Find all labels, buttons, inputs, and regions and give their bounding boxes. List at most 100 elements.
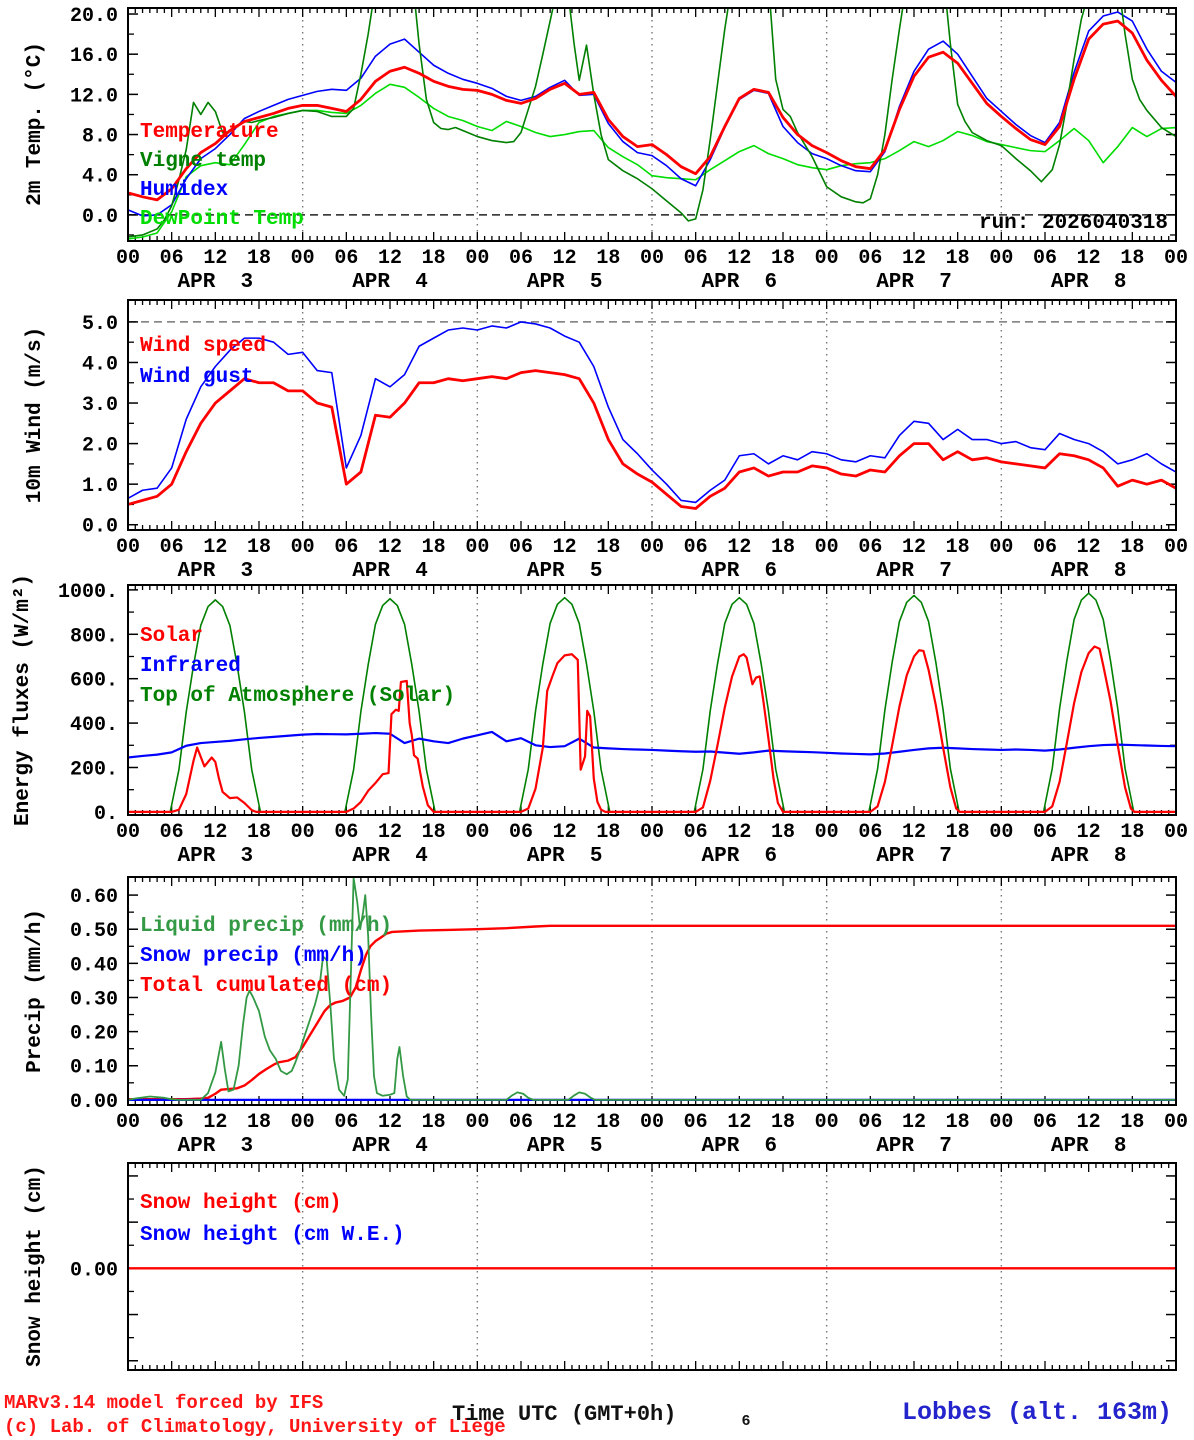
y-tick-label: 20.0 xyxy=(70,5,118,28)
date-day-number: 6 xyxy=(741,1413,751,1430)
hour-label: 00 xyxy=(465,536,489,559)
hour-label: 12 xyxy=(902,1111,926,1134)
panel-frame xyxy=(127,1162,1177,1371)
panel-snow: 0.00 Snow height (cm) Snow height (cm W.E.… xyxy=(24,1162,1177,1371)
hour-label: 18 xyxy=(771,1111,795,1134)
series-vigne-temp-line xyxy=(128,8,1176,238)
y-axis-label: Snow height (cm) xyxy=(24,1165,47,1367)
panel-frame xyxy=(127,584,1177,816)
hour-label: 12 xyxy=(1077,247,1101,270)
hour-label: 18 xyxy=(946,536,970,559)
series-humidex-line xyxy=(128,11,1176,217)
hour-label: 12 xyxy=(553,536,577,559)
y-tick-label: 200. xyxy=(70,758,118,781)
hour-label: 12 xyxy=(203,247,227,270)
y-tick-label: 0.50 xyxy=(70,920,118,943)
hour-label: 00 xyxy=(640,1111,664,1134)
y-tick-label: 0.10 xyxy=(70,1057,118,1080)
y-tick-label: 1.0 xyxy=(82,475,118,498)
hour-label: 00 xyxy=(989,536,1013,559)
hour-label: 12 xyxy=(727,536,751,559)
hour-label: 18 xyxy=(247,1111,271,1134)
hour-label: 18 xyxy=(1120,247,1144,270)
hour-label: 00 xyxy=(1164,536,1188,559)
hour-label: 06 xyxy=(509,247,533,270)
hour-label: 00 xyxy=(815,1111,839,1134)
y-tick-label: 8.0 xyxy=(82,126,118,149)
hour-label: 12 xyxy=(378,536,402,559)
y-tick-label: 0.60 xyxy=(70,886,118,909)
day-label: APR 8 xyxy=(1051,1135,1127,1158)
day-label: APR 6 xyxy=(702,560,778,583)
date-caption: 6 APR xyxy=(716,1378,776,1440)
model-credit-line1: MARv3.14 model forced by IFS xyxy=(4,1392,324,1414)
hour-label: 12 xyxy=(378,1111,402,1134)
y-tick-label: 0.30 xyxy=(70,988,118,1011)
day-label: APR 6 xyxy=(702,845,778,868)
hour-label: 06 xyxy=(684,1111,708,1134)
hour-label: 06 xyxy=(1033,1111,1057,1134)
hour-label: 12 xyxy=(1077,1111,1101,1134)
hour-label: 06 xyxy=(334,247,358,270)
hour-label: 12 xyxy=(902,536,926,559)
hour-label: 18 xyxy=(596,821,620,844)
station-label: Lobbes (alt. 163m) xyxy=(902,1398,1173,1427)
run-label: run: 2026040318 xyxy=(979,212,1168,235)
y-tick-label: 1000. xyxy=(58,581,118,604)
panel-frame xyxy=(127,299,1177,531)
hour-label: 00 xyxy=(465,821,489,844)
hour-label: 12 xyxy=(727,247,751,270)
legend-liquid-precip-mm-h: Liquid precip (mm/h) xyxy=(140,915,392,938)
hour-label: 06 xyxy=(1033,821,1057,844)
hour-label: 18 xyxy=(1120,536,1144,559)
legend-top-of-atmosphere-solar: Top of Atmosphere (Solar) xyxy=(140,685,455,708)
hour-label: 12 xyxy=(1077,821,1101,844)
hour-label: 18 xyxy=(422,821,446,844)
hour-label: 18 xyxy=(946,821,970,844)
y-tick-label: 600. xyxy=(70,670,118,693)
hour-label: 18 xyxy=(771,247,795,270)
hour-label: 12 xyxy=(378,821,402,844)
series-wind-gust-line xyxy=(128,321,1176,504)
day-label: APR 4 xyxy=(352,271,428,294)
hour-label: 06 xyxy=(858,247,882,270)
legend-snow-precip-mm-h: Snow precip (mm/h) xyxy=(140,945,367,968)
y-tick-label: 800. xyxy=(70,625,118,648)
hour-label: 18 xyxy=(596,247,620,270)
hour-label: 06 xyxy=(509,536,533,559)
day-label: APR 5 xyxy=(527,560,603,583)
day-label: APR 5 xyxy=(527,845,603,868)
hour-label: 00 xyxy=(116,821,140,844)
y-tick-label: 0.20 xyxy=(70,1023,118,1046)
day-label: APR 3 xyxy=(178,271,254,294)
hour-label: 12 xyxy=(902,247,926,270)
day-label: APR 3 xyxy=(178,845,254,868)
y-tick-label: 4.0 xyxy=(82,353,118,376)
hour-label: 06 xyxy=(684,247,708,270)
day-label: APR 3 xyxy=(178,1135,254,1158)
day-label: APR 4 xyxy=(352,1135,428,1158)
panel-frame xyxy=(127,7,1177,242)
hour-label: 12 xyxy=(1077,536,1101,559)
legend-infrared: Infrared xyxy=(140,655,241,678)
y-tick-label: 0.0 xyxy=(82,206,118,229)
legend-total-cumulated-cm: Total cumulated (cm) xyxy=(140,975,392,998)
hour-label: 18 xyxy=(771,821,795,844)
day-label: APR 6 xyxy=(702,271,778,294)
hour-label: 00 xyxy=(815,821,839,844)
legend-wind-speed: Wind speed xyxy=(140,335,266,358)
hour-label: 12 xyxy=(553,1111,577,1134)
hour-label: 18 xyxy=(247,247,271,270)
series-wind-speed-line xyxy=(128,369,1176,510)
legend-snow-height-cm: Snow height (cm) xyxy=(140,1192,342,1215)
day-label: APR 5 xyxy=(527,1135,603,1158)
day-label: APR 7 xyxy=(876,845,952,868)
y-tick-label: 400. xyxy=(70,714,118,737)
hour-label: 12 xyxy=(203,536,227,559)
hour-label: 18 xyxy=(596,536,620,559)
hour-label: 00 xyxy=(291,821,315,844)
hour-label: 06 xyxy=(334,1111,358,1134)
hour-label: 00 xyxy=(116,247,140,270)
panel-frame xyxy=(127,876,1177,1106)
